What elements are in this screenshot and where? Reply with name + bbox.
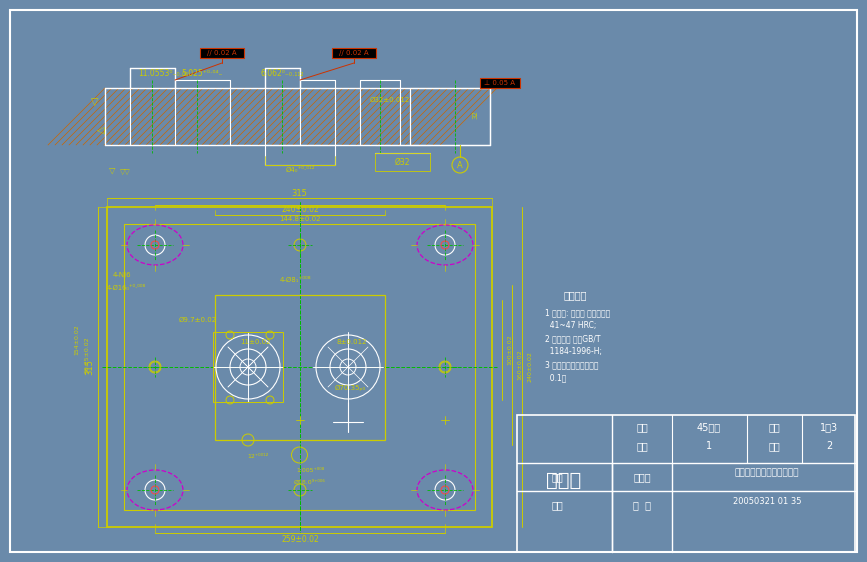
Text: 240±0.02: 240±0.02 bbox=[527, 352, 532, 382]
Bar bbox=[517, 415, 855, 552]
Text: Ø32±0.012: Ø32±0.012 bbox=[370, 97, 410, 103]
Text: 12⁺⁰⁰¹²: 12⁺⁰⁰¹² bbox=[247, 455, 269, 460]
Bar bbox=[213, 332, 283, 402]
Bar bbox=[215, 295, 385, 440]
Text: 32: 32 bbox=[472, 111, 478, 120]
Text: 0.1。: 0.1。 bbox=[545, 373, 566, 382]
Text: 2 未注尺寸 参按GB/T: 2 未注尺寸 参按GB/T bbox=[545, 334, 601, 343]
Text: 麬  传: 麬 传 bbox=[633, 500, 651, 510]
Text: 50.25±0.02: 50.25±0.02 bbox=[84, 337, 89, 373]
Text: 4-Ø16₀⁺⁰·⁰⁰⁸: 4-Ø16₀⁺⁰·⁰⁰⁸ bbox=[107, 285, 147, 291]
Text: 凸模板: 凸模板 bbox=[546, 470, 582, 490]
Text: 11±0.02: 11±0.02 bbox=[240, 339, 271, 345]
Text: 1: 1 bbox=[706, 441, 712, 451]
Text: ⊥ 0.05 A: ⊥ 0.05 A bbox=[485, 80, 516, 86]
Bar bbox=[410, 88, 490, 145]
Text: 图号: 图号 bbox=[768, 441, 780, 451]
Text: 指导: 指导 bbox=[551, 500, 563, 510]
Text: 1.005⁺⁰⁰⁸: 1.005⁺⁰⁰⁸ bbox=[296, 468, 324, 473]
Text: 8±0.012: 8±0.012 bbox=[336, 339, 368, 345]
Text: ▽▽: ▽▽ bbox=[120, 169, 130, 175]
Text: 技术要求: 技术要求 bbox=[564, 290, 587, 300]
Bar bbox=[107, 207, 492, 527]
Text: Ø18.0⁹⁺⁰⁰⁶: Ø18.0⁹⁺⁰⁰⁶ bbox=[294, 479, 326, 484]
Text: 20050321 01 35: 20050321 01 35 bbox=[733, 496, 801, 505]
Text: 41~47 HRC;: 41~47 HRC; bbox=[545, 321, 596, 330]
Text: ▽: ▽ bbox=[91, 97, 99, 107]
Bar bbox=[375, 153, 430, 171]
Text: 160±0.02: 160±0.02 bbox=[518, 350, 523, 380]
Text: ▽: ▽ bbox=[95, 126, 105, 134]
Text: 5.025⁺⁰·⁰⁴₋: 5.025⁺⁰·⁰⁴₋ bbox=[181, 69, 223, 78]
Text: 制图: 制图 bbox=[551, 472, 563, 482]
Text: 100±0.02: 100±0.02 bbox=[507, 335, 512, 365]
Text: Ø70.35ₚ₀: Ø70.35ₚ₀ bbox=[335, 385, 366, 391]
Text: 315: 315 bbox=[291, 188, 308, 197]
Bar bbox=[332, 48, 376, 58]
Text: A: A bbox=[457, 161, 463, 170]
Text: 1：3: 1：3 bbox=[820, 422, 838, 432]
Text: 315: 315 bbox=[86, 359, 95, 375]
Text: 比例: 比例 bbox=[768, 422, 780, 432]
Text: Ø32: Ø32 bbox=[394, 157, 410, 166]
Text: 材料: 材料 bbox=[636, 422, 648, 432]
Text: 45号钉: 45号钉 bbox=[697, 422, 721, 432]
Text: 4-Ø8₁⁺⁰⁰⁸: 4-Ø8₁⁺⁰⁰⁸ bbox=[279, 277, 310, 283]
Text: 3 整花表面粗糙度不高于: 3 整花表面粗糙度不高于 bbox=[545, 360, 598, 369]
Text: 桂林航天工业高等专科学校: 桂林航天工业高等专科学校 bbox=[734, 469, 799, 478]
Bar bbox=[200, 48, 244, 58]
Text: 144.8±0.02: 144.8±0.02 bbox=[279, 216, 321, 222]
Bar bbox=[124, 224, 475, 510]
Bar bbox=[480, 78, 520, 88]
Text: ▽: ▽ bbox=[108, 165, 115, 174]
Text: 1 热处理: 淡火相 火后硬度为: 1 热处理: 淡火相 火后硬度为 bbox=[545, 308, 610, 317]
Text: 4-NJ6: 4-NJ6 bbox=[113, 272, 132, 278]
Text: // 0.02 A: // 0.02 A bbox=[339, 50, 368, 56]
Text: 259±0.02: 259±0.02 bbox=[281, 534, 319, 543]
Text: Ø4₀⁺⁰·⁰¹²: Ø4₀⁺⁰·⁰¹² bbox=[285, 167, 315, 173]
Text: 数量: 数量 bbox=[636, 441, 648, 451]
Text: 2: 2 bbox=[826, 441, 832, 451]
Text: 154±0.02: 154±0.02 bbox=[75, 325, 80, 355]
Text: 6.062⁰₋₀.₁₁₂: 6.062⁰₋₀.₁₁₂ bbox=[260, 69, 303, 78]
Text: // 0.02 A: // 0.02 A bbox=[207, 50, 237, 56]
Text: 罗惠帧: 罗惠帧 bbox=[633, 472, 651, 482]
Text: 1184-1996-H;: 1184-1996-H; bbox=[545, 347, 602, 356]
Text: 240±0.02: 240±0.02 bbox=[281, 206, 319, 215]
Text: Ø9.7±0.02: Ø9.7±0.02 bbox=[179, 317, 217, 323]
Text: 11.0553⁰₋₀.₀₆: 11.0553⁰₋₀.₀₆ bbox=[138, 69, 188, 78]
